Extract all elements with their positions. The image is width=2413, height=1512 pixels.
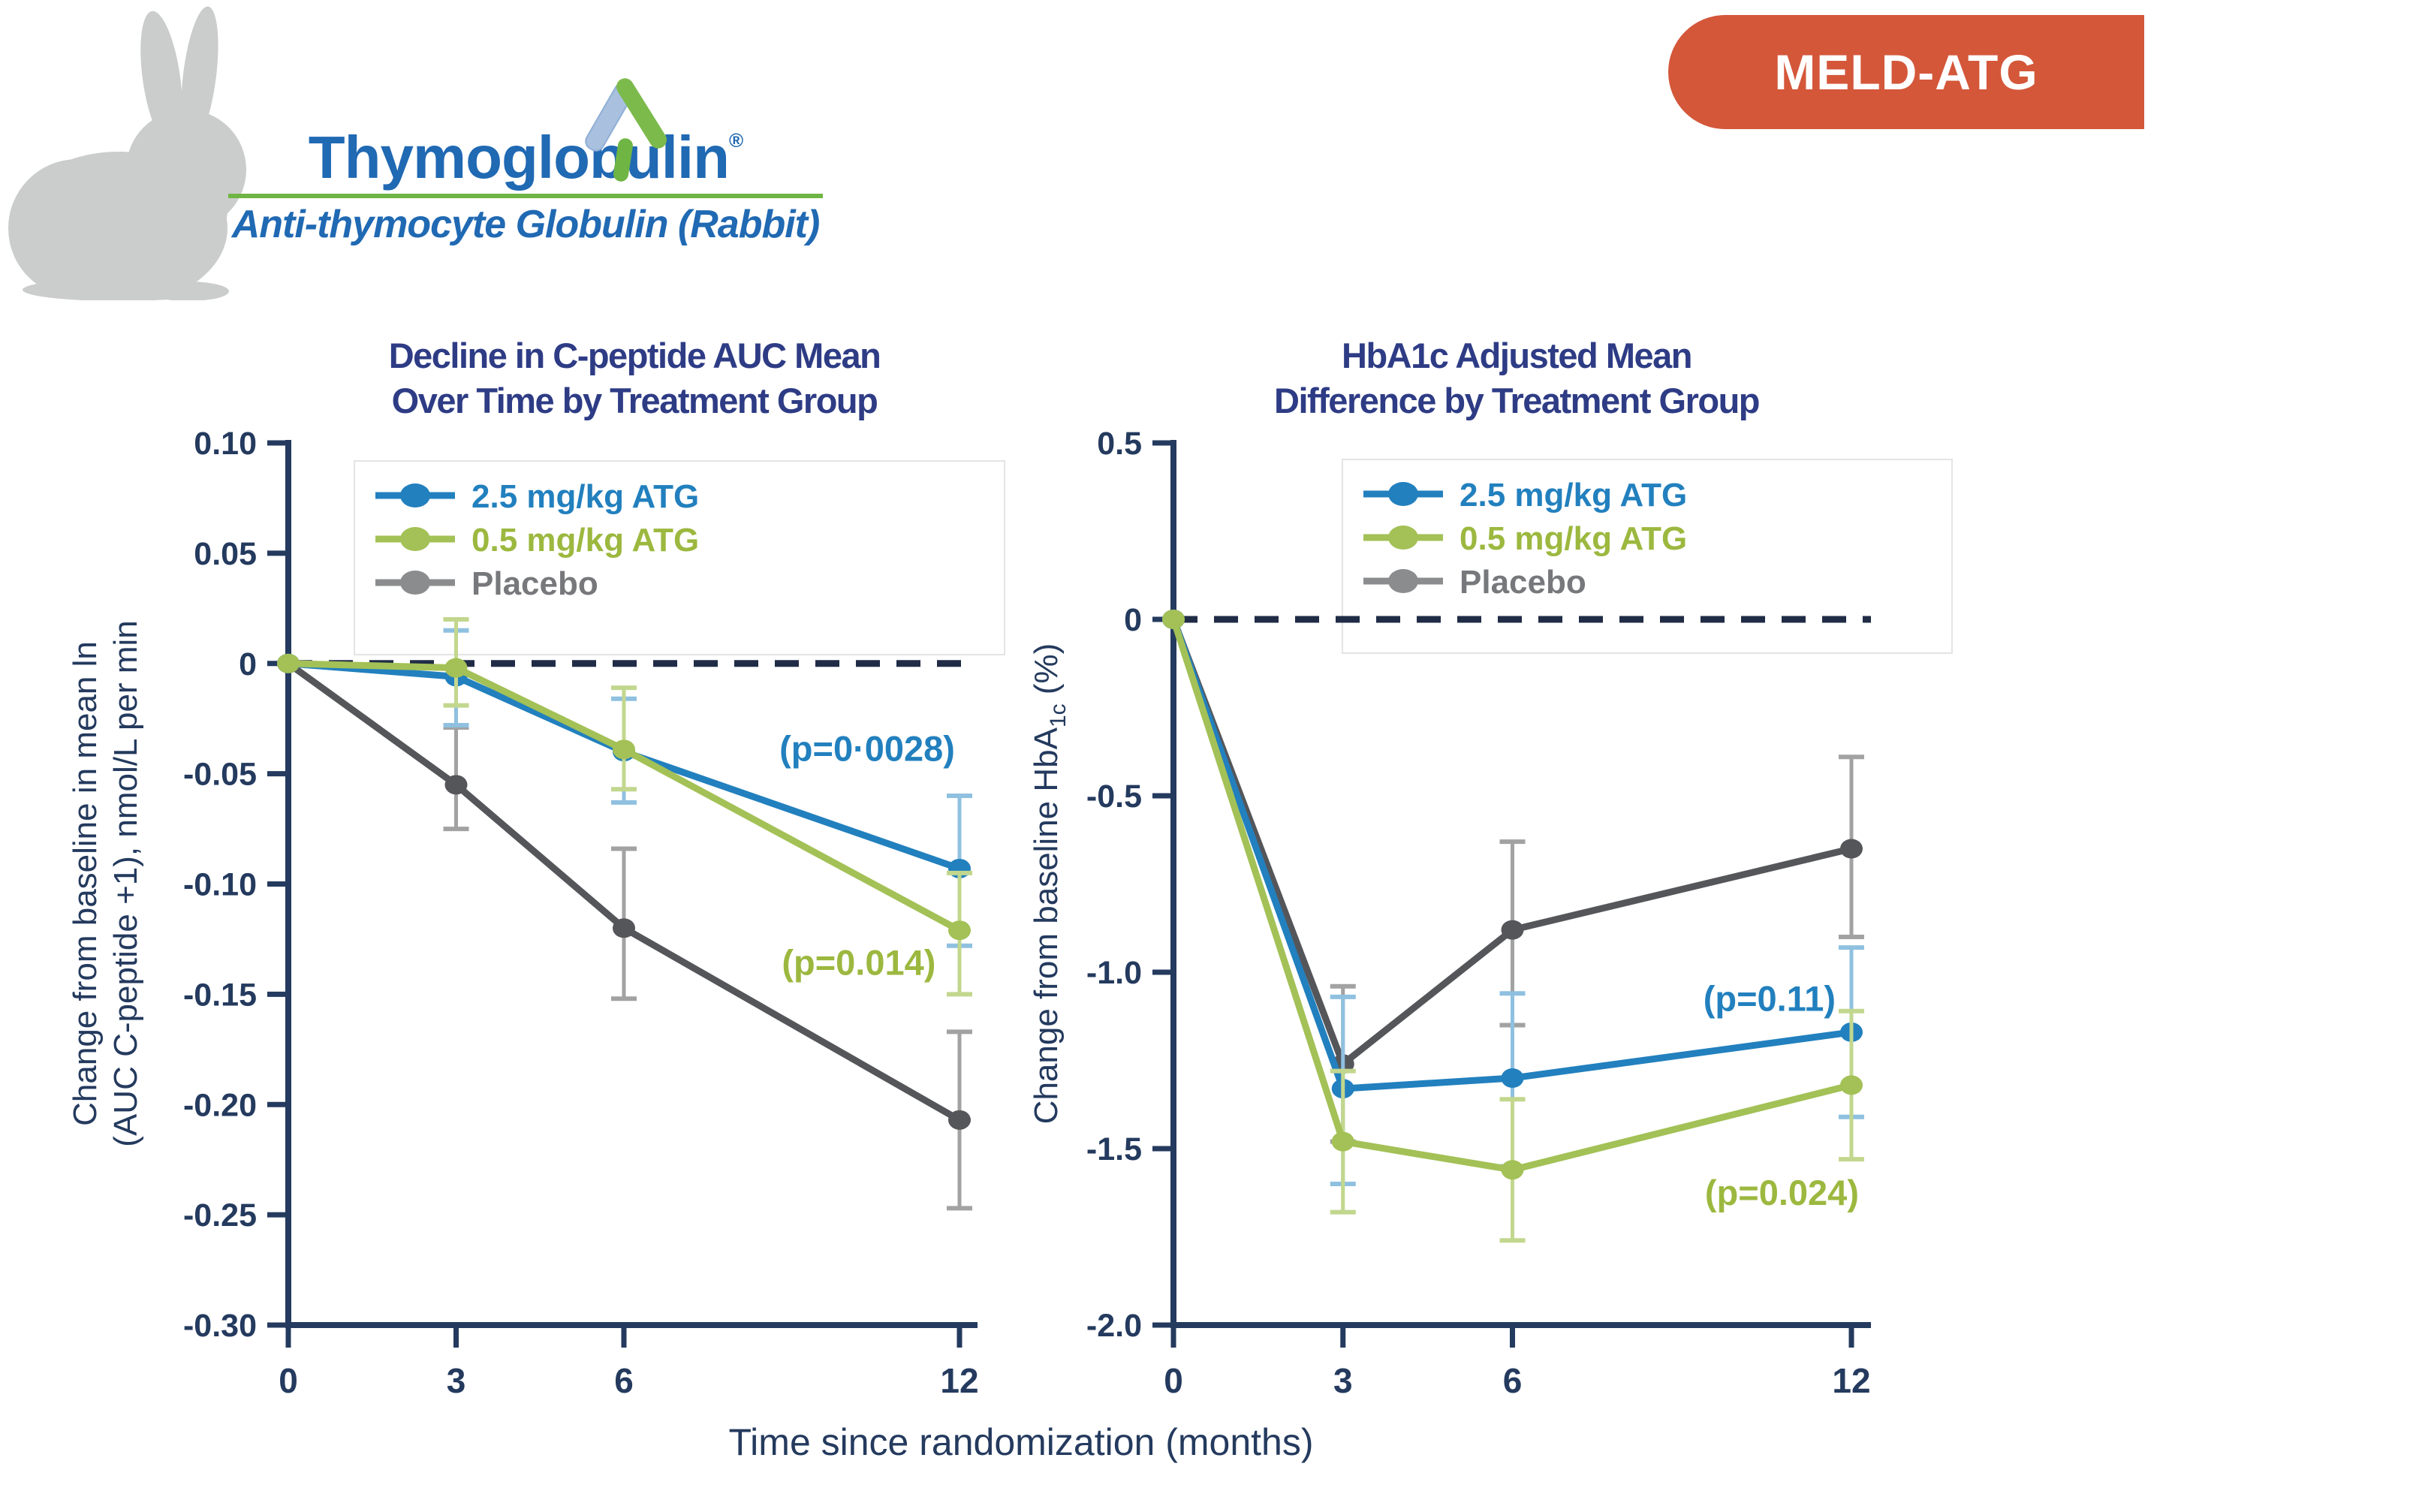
legend-label: Placebo bbox=[471, 565, 598, 602]
legend-marker-dot bbox=[400, 527, 430, 551]
series-line bbox=[1170, 616, 1855, 1092]
y-tick-label: -0.5 bbox=[1086, 779, 1142, 815]
p-value-annotation: (p=0·0028) bbox=[779, 728, 955, 768]
data-point bbox=[1501, 920, 1524, 940]
chart-title-line1: Decline in C-peptide AUC Mean bbox=[389, 336, 881, 375]
legend-box bbox=[354, 460, 1005, 655]
legend-item-2-5-mg-kg-atg: 2.5 mg/kg ATG bbox=[375, 478, 699, 515]
meld-atg-badge: MELD-ATG bbox=[1668, 15, 2144, 129]
data-point bbox=[948, 1110, 971, 1130]
data-point bbox=[1840, 839, 1863, 859]
p-value-annotation: (p=0.014) bbox=[782, 942, 935, 982]
legend-item-placebo: Placebo bbox=[375, 565, 598, 602]
data-point bbox=[1501, 1160, 1524, 1180]
logo-underline bbox=[228, 194, 823, 198]
brand-name: Thymoglobulin® bbox=[225, 74, 826, 189]
chart-title-line2: Difference by Treatment Group bbox=[1274, 381, 1759, 420]
series-0-5-mg-kg-atg bbox=[277, 617, 972, 997]
legend-label: 0.5 mg/kg ATG bbox=[471, 522, 699, 559]
thymoglobulin-logo: Thymoglobulin® Anti-thymocyte Globulin (… bbox=[225, 74, 826, 248]
x-tick-label: 6 bbox=[1503, 1361, 1523, 1400]
y-tick-label: 0.5 bbox=[1097, 426, 1142, 462]
legend-marker-dot bbox=[1388, 482, 1418, 506]
logo-subtitle: Anti-thymocyte Globulin (Rabbit) bbox=[231, 203, 821, 246]
legend-label: 0.5 mg/kg ATG bbox=[1460, 520, 1687, 557]
series-line bbox=[285, 660, 963, 872]
legend-label: 2.5 mg/kg ATG bbox=[1460, 477, 1687, 514]
chart-hba1c: HbA1c Adjusted Mean Difference by Treatme… bbox=[1028, 336, 1953, 1400]
legend-item-placebo: Placebo bbox=[1363, 564, 1586, 601]
y-tick-label: -2.0 bbox=[1086, 1308, 1142, 1344]
y-tick-label: -0.10 bbox=[183, 867, 257, 903]
data-point bbox=[1162, 610, 1185, 629]
y-tick-label: 0 bbox=[239, 646, 257, 682]
chart-title-line1: HbA1c Adjusted Mean bbox=[1342, 336, 1692, 375]
data-point bbox=[444, 775, 468, 795]
legend-marker-dot bbox=[400, 483, 430, 508]
y-tick-label: -0.20 bbox=[183, 1087, 257, 1123]
x-tick-label: 3 bbox=[1333, 1361, 1353, 1400]
legend-marker-dot bbox=[1388, 526, 1418, 550]
legend-marker-dot bbox=[1388, 569, 1418, 593]
data-point bbox=[948, 920, 971, 941]
series-placebo bbox=[277, 653, 972, 1211]
data-point bbox=[1840, 1075, 1863, 1095]
y-axis-label-line1: Change from baseline in mean ln bbox=[67, 641, 104, 1126]
y-tick-label: -0.05 bbox=[183, 757, 257, 793]
y-tick-label: -1.5 bbox=[1086, 1131, 1142, 1167]
p-value-annotation: (p=0.024) bbox=[1705, 1173, 1859, 1212]
legend-label: 2.5 mg/kg ATG bbox=[471, 478, 699, 515]
registered-mark-icon: ® bbox=[729, 129, 743, 152]
y-tick-label: 0 bbox=[1124, 602, 1142, 638]
y-tick-label: 0.10 bbox=[194, 426, 257, 462]
series-line bbox=[1170, 616, 1855, 1173]
legend-item-0-5-mg-kg-atg: 0.5 mg/kg ATG bbox=[1363, 520, 1687, 557]
p-value-annotation: (p=0.11) bbox=[1704, 979, 1836, 1019]
y-tick-label: 0.05 bbox=[194, 536, 257, 572]
x-tick-label: 6 bbox=[614, 1361, 634, 1400]
badge-label: MELD-ATG bbox=[1774, 44, 2038, 100]
rabbit-silhouette-icon bbox=[8, 6, 246, 300]
chart-title-line2: Over Time by Treatment Group bbox=[392, 381, 878, 420]
x-tick-label: 3 bbox=[447, 1361, 466, 1400]
data-point bbox=[613, 918, 635, 938]
data-point bbox=[1331, 1131, 1354, 1152]
x-tick-label: 0 bbox=[1164, 1361, 1183, 1400]
legend-label: Placebo bbox=[1460, 564, 1586, 601]
data-point bbox=[1501, 1068, 1524, 1088]
data-point bbox=[277, 653, 300, 673]
y-axis-label: Change from baseline HbA1c (%) bbox=[1028, 643, 1071, 1125]
x-axis-shared-label: Time since randomization (months) bbox=[729, 1421, 1314, 1463]
x-tick-label: 12 bbox=[940, 1361, 978, 1400]
series-line bbox=[285, 660, 963, 934]
x-tick-label: 12 bbox=[1832, 1361, 1870, 1400]
chart-c-peptide: Decline in C-peptide AUC Mean Over Time b… bbox=[67, 336, 1005, 1400]
legend-marker-dot bbox=[400, 571, 430, 595]
y-tick-label: -0.25 bbox=[183, 1197, 257, 1233]
x-tick-label: 0 bbox=[279, 1361, 298, 1400]
legend-box bbox=[1342, 459, 1953, 654]
y-tick-label: -0.15 bbox=[183, 977, 257, 1013]
y-tick-label: -1.0 bbox=[1086, 955, 1142, 991]
data-point bbox=[613, 739, 635, 760]
legend-item-2-5-mg-kg-atg: 2.5 mg/kg ATG bbox=[1363, 477, 1687, 514]
legend-item-0-5-mg-kg-atg: 0.5 mg/kg ATG bbox=[375, 522, 699, 559]
y-tick-label: -0.30 bbox=[183, 1308, 257, 1344]
data-point bbox=[444, 658, 468, 678]
series-0-5-mg-kg-atg bbox=[1162, 610, 1864, 1243]
series-line bbox=[285, 660, 963, 1124]
series-line bbox=[1170, 616, 1855, 1068]
y-axis-label-line2: (AUC C-peptide +1), nmol/L per min bbox=[107, 620, 144, 1146]
